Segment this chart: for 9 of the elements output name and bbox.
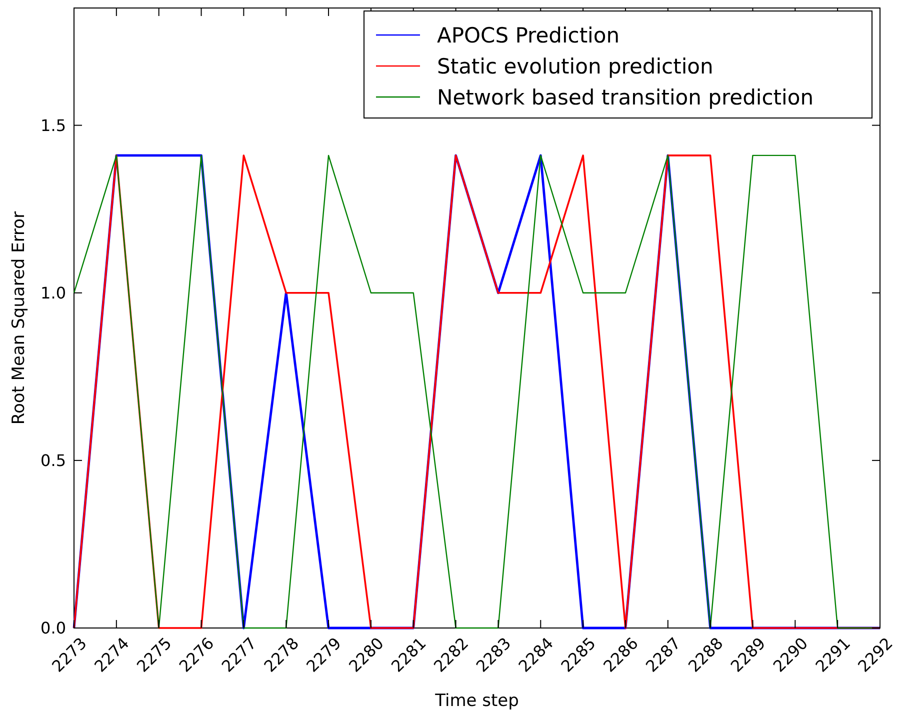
y-axis-title: Root Mean Squared Error bbox=[9, 211, 29, 425]
y-tick-label: 1.5 bbox=[40, 116, 66, 135]
y-tick-label: 1.0 bbox=[40, 283, 66, 302]
y-tick-label: 0.0 bbox=[40, 618, 66, 638]
legend-label: APOCS Prediction bbox=[437, 23, 620, 48]
legend-label: Network based transition prediction bbox=[437, 85, 814, 110]
legend-label: Static evolution prediction bbox=[437, 54, 714, 78]
x-axis-title: Time step bbox=[434, 691, 519, 711]
y-tick-label: 0.5 bbox=[40, 451, 66, 470]
